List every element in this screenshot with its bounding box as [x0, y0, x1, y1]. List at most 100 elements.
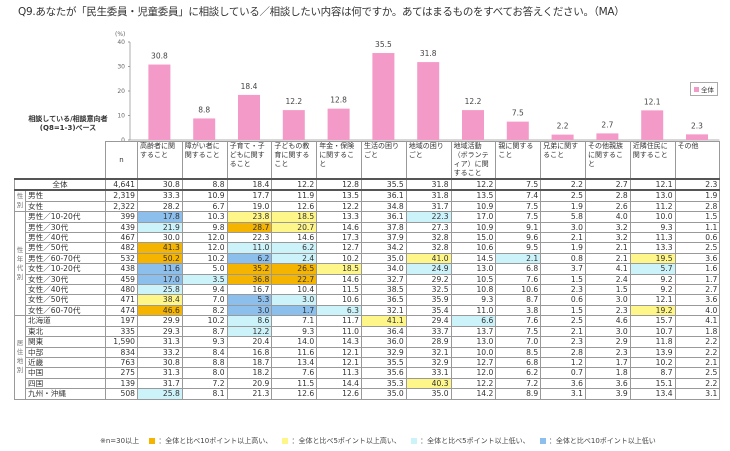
note-yellow: ：全体と比べ5ポイント以上高い、 — [291, 437, 401, 445]
value-cell: 3.9 — [584, 388, 631, 400]
value-cell: 26.5 — [271, 263, 318, 275]
bar-7 — [417, 62, 440, 141]
value-cell: 2.3 — [540, 284, 586, 296]
value-cell: 6.2 — [271, 242, 318, 254]
value-cell: 2.2 — [540, 178, 586, 192]
value-cell: 36.5 — [360, 294, 407, 306]
value-cell: 50.2 — [137, 252, 183, 265]
value-cell: 3.6 — [674, 294, 721, 306]
table-row: 居住地別 北海道 197 29.9 10.2 8.6 7.1 11.7 41.1 29.4 6.6 7… — [14, 315, 721, 400]
row-label: 四国 — [25, 377, 106, 390]
value-cell: 3.0 — [226, 304, 273, 317]
table-row: 男性／50代 482 41.3 12.0 11.0 6.2 12.7 34.2 32.8 10.6… — [15, 242, 721, 254]
value-cell: 35.3 — [360, 377, 407, 390]
table-row: 関東 1,590 31.3 9.3 20.4 14.0 14.3 36.0 28.9 13.0 7.… — [15, 336, 721, 348]
value-cell: 13.0 — [450, 263, 497, 275]
value-cell: 9.3 — [629, 221, 676, 234]
value-cell: 7.6 — [495, 315, 542, 327]
value-cell: 13.3 — [629, 242, 676, 254]
value-cell: 2.1 — [540, 232, 586, 244]
row-label: 東北 — [25, 325, 106, 338]
value-cell: 14.0 — [271, 336, 318, 348]
group-label: 居住地別 — [14, 315, 26, 400]
bar-value-label: 12.8 — [330, 96, 347, 105]
value-cell: 9.6 — [495, 232, 542, 244]
value-cell: 21.3 — [226, 388, 273, 400]
value-cell: 37.9 — [360, 232, 407, 244]
value-cell: 1.9 — [540, 200, 586, 213]
row-label: 男性 — [25, 189, 106, 202]
value-cell: 38.5 — [360, 284, 407, 296]
value-cell: 7.1 — [271, 315, 318, 327]
bar-value-label: 12.2 — [285, 97, 302, 106]
value-cell: 41.0 — [405, 252, 452, 265]
value-cell: 9.5 — [495, 242, 542, 254]
note-cyan: ：全体と比べ5ポイント以上低い、 — [420, 437, 530, 445]
value-cell: 1.5 — [674, 211, 721, 223]
row-label: 全体 — [14, 178, 106, 192]
value-cell: 13.4 — [271, 356, 318, 369]
value-cell: 18.2 — [226, 367, 273, 379]
value-cell: 8.0 — [181, 367, 228, 379]
table-row: 近畿 763 30.8 8.8 18.7 13.4 12.1 35.5 32.9 12.7 6.8 1… — [15, 356, 721, 369]
value-cell: 6.8 — [495, 356, 542, 369]
value-cell: 14.3 — [316, 336, 362, 348]
value-cell: 33.3 — [137, 189, 183, 202]
value-cell: 12.0 — [450, 367, 497, 379]
value-cell: 8.5 — [495, 346, 542, 358]
value-cell: 11.0 — [226, 242, 273, 254]
value-cell: 25.8 — [137, 388, 183, 400]
value-cell: 1.2 — [540, 356, 586, 369]
bar-value-label: 12.1 — [644, 97, 661, 106]
column-header: 子育て・子どもに関すること — [226, 141, 273, 180]
value-cell: 37.8 — [360, 221, 407, 234]
legend-swatch — [694, 87, 699, 92]
bar-value-label: 18.4 — [241, 82, 258, 91]
row-label: 九州・沖縄 — [25, 388, 106, 400]
value-cell: 7.5 — [495, 325, 542, 338]
value-cell: 46.6 — [137, 304, 183, 317]
value-cell: 2.5 — [540, 189, 586, 202]
value-cell: 27.3 — [405, 221, 452, 234]
value-cell: 14.6 — [271, 232, 318, 244]
n-cell: 197 — [105, 315, 138, 327]
value-cell: 9.2 — [629, 284, 676, 296]
bar-value-label: 12.2 — [465, 97, 482, 106]
row-label: 男性／40代 — [25, 232, 106, 244]
value-cell: 7.6 — [271, 367, 318, 379]
value-cell: 10.9 — [450, 200, 497, 213]
table-row: 男性／60-70代 532 50.2 10.2 6.2 2.4 10.2 35.0 41.0 14… — [15, 252, 721, 265]
value-cell: 14.4 — [316, 377, 362, 390]
value-cell: 7.2 — [181, 377, 228, 390]
value-cell: 36.1 — [360, 189, 407, 202]
value-cell: 38.4 — [137, 294, 183, 306]
note-base: ※n=30以上 — [100, 437, 140, 445]
n-cell: 139 — [105, 377, 138, 390]
value-cell: 12.8 — [316, 178, 362, 192]
value-cell: 13.5 — [316, 189, 362, 202]
row-label: 男性／50代 — [25, 242, 106, 254]
chart-legend: 全体 — [690, 82, 718, 96]
value-cell: 32.8 — [405, 232, 452, 244]
value-cell: 7.6 — [495, 273, 542, 286]
value-cell: 15.0 — [450, 232, 497, 244]
value-cell: 1.7 — [674, 273, 721, 286]
value-cell: 6.6 — [450, 315, 497, 327]
bar-9 — [506, 121, 529, 140]
value-cell: 8.7 — [629, 367, 676, 379]
value-cell: 11.6 — [271, 346, 318, 358]
value-cell: 35.0 — [360, 252, 407, 265]
table-row: 性年代別 男性／10-20代 399 17.8 10.3 23.8 18.5 13.3 36.1… — [14, 211, 721, 317]
value-cell: 1.9 — [674, 189, 721, 202]
value-cell: 16.8 — [226, 346, 273, 358]
value-cell: 7.4 — [495, 189, 542, 202]
value-cell: 5.7 — [629, 263, 676, 275]
value-cell: 22.3 — [226, 232, 273, 244]
value-cell: 28.7 — [226, 221, 273, 234]
value-cell: 35.0 — [360, 388, 407, 400]
value-cell: 4.1 — [674, 315, 721, 327]
value-cell: 8.8 — [181, 178, 228, 192]
value-cell: 14.5 — [450, 252, 497, 265]
row-label: 女性／50代 — [25, 294, 106, 306]
value-cell: 13.3 — [316, 211, 362, 223]
